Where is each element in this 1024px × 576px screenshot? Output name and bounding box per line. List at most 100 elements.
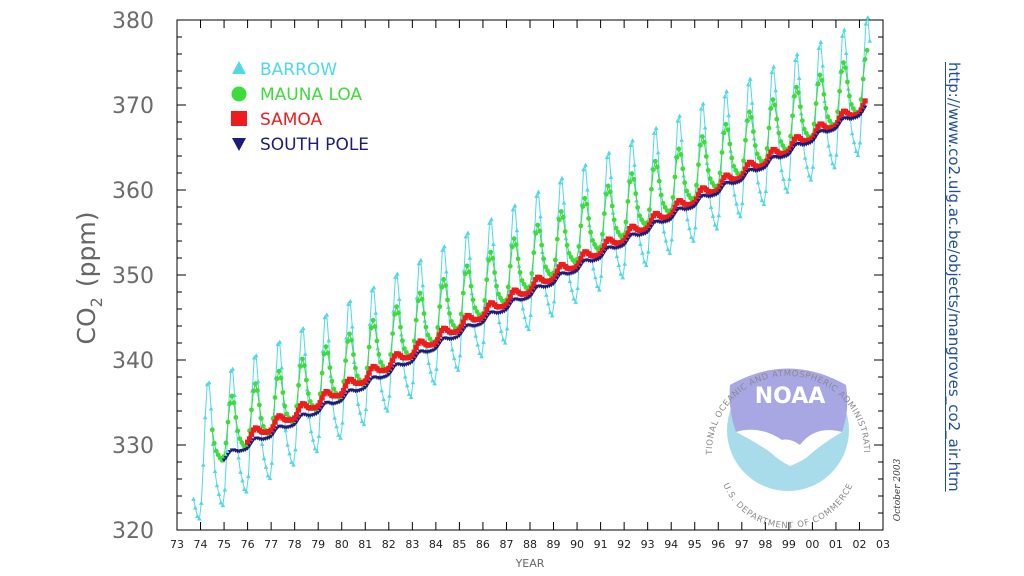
data-point [534,193,539,198]
data-point [341,396,346,401]
data-point [575,285,580,290]
data-point [480,321,486,326]
data-point [418,257,424,263]
data-point [724,88,729,94]
data-point [794,52,800,57]
data-point [291,462,296,467]
data-point [685,217,690,222]
data-point [818,39,824,44]
data-point [860,102,866,109]
data-point [270,432,276,437]
source-link[interactable]: http://www.co2.ulg.ac.be/objects/mangrov… [945,62,975,532]
data-point [388,352,394,357]
data-point [248,431,255,437]
legend-label-south-pole: SOUTH POLE [260,135,369,155]
data-point [371,285,377,290]
data-point [759,197,765,203]
data-point [731,163,737,169]
x-tick-label: 87 [499,538,513,551]
data-point [811,137,817,142]
data-point [701,139,707,145]
data-point [855,152,861,158]
data-point [503,302,509,308]
data-point [379,388,384,393]
data-point [437,332,443,338]
data-point [796,90,801,96]
data-point [509,244,515,250]
data-point [739,174,745,180]
data-point [687,225,692,231]
data-point [786,148,792,155]
data-point [433,340,439,346]
data-point [251,438,256,443]
data-point [479,354,484,359]
data-point [768,157,774,162]
data-point [510,207,516,212]
data-point [275,341,281,347]
data-point [597,251,604,257]
data-point [778,139,784,144]
x-tick-label: 00 [805,538,819,551]
data-point [265,473,271,478]
data-point [231,400,237,406]
data-point [505,284,511,290]
data-point [206,380,212,385]
data-point [343,383,349,389]
data-point [331,386,337,392]
data-point [637,213,643,219]
data-point [468,283,474,289]
data-point [490,255,496,261]
y-tick-label: 350 [112,264,154,289]
data-point [464,263,470,269]
y-tick-label: 370 [112,94,154,119]
data-point [508,302,513,307]
data-point [349,324,355,329]
data-point [766,160,772,165]
data-point [230,366,235,371]
data-point [224,449,230,454]
data-point [193,505,198,510]
data-point [462,325,468,330]
data-point [553,279,558,284]
data-point [489,216,494,222]
data-point [294,420,299,425]
legend-label-samoa: SAMOA [260,110,322,130]
data-point [578,263,584,268]
data-point [714,226,720,231]
data-point [492,270,497,275]
data-point [378,359,384,365]
data-point [498,328,504,333]
data-point [191,496,196,501]
data-point [295,407,302,413]
data-point [598,256,603,261]
data-point [806,173,812,178]
series-line [193,17,871,521]
data-point [581,167,586,172]
data-point [631,176,637,182]
data-point [298,363,303,369]
data-point [699,134,705,140]
data-point [240,478,245,483]
data-point [821,91,827,97]
data-point [726,112,731,118]
x-tick-label: 99 [782,538,796,551]
legend-marker-south-pole [232,138,246,151]
data-point [716,213,722,218]
source-link-text[interactable]: http://www.co2.ulg.ac.be/objects/mangrov… [945,62,963,492]
data-point [387,393,392,398]
data-point [410,360,415,365]
data-point [761,201,767,207]
data-point [434,366,439,371]
data-point [769,69,775,75]
data-point [623,235,629,241]
data-point [536,189,541,194]
data-point [430,378,435,383]
data-point [738,214,743,219]
data-point [660,200,666,206]
data-point [344,335,349,340]
data-point [787,176,792,181]
data-point [511,236,517,242]
data-point [233,414,239,420]
data-point [538,214,543,219]
data-point [678,152,684,157]
